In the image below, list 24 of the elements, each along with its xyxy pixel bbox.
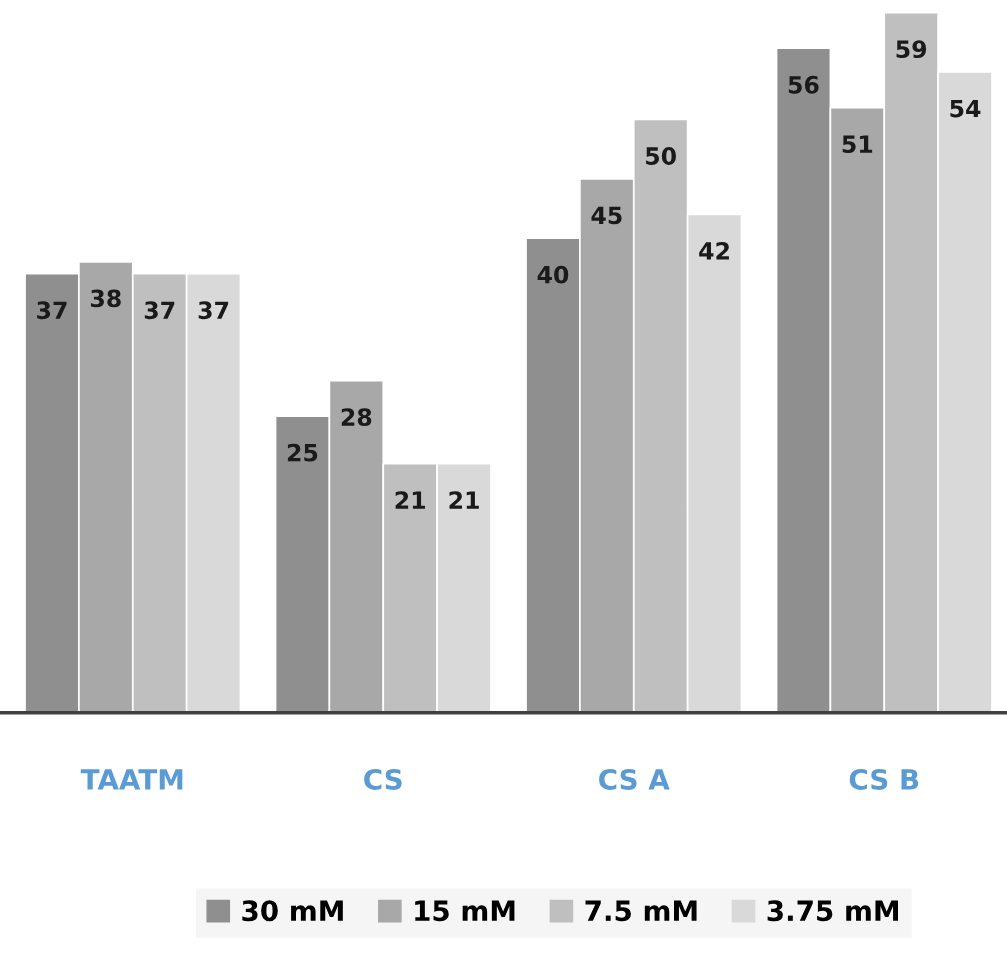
data-label: 56	[788, 75, 819, 94]
x-tick-label: CS	[364, 768, 402, 790]
data-label: 42	[699, 241, 729, 260]
data-label: 37	[37, 301, 67, 320]
legend-label: 7.5 mM	[585, 900, 697, 922]
data-label: 50	[646, 147, 676, 165]
data-label: 37	[198, 301, 229, 320]
x-tick-label: TAATM	[80, 769, 183, 790]
x-tick-label: CS B	[849, 768, 919, 790]
data-label: 45	[591, 206, 622, 225]
data-label: 38	[90, 289, 121, 308]
data-label: 37	[144, 301, 175, 320]
legend-label: 15 mM	[415, 900, 515, 922]
legend-label: 30 mM	[242, 900, 343, 922]
data-label: 40	[537, 265, 569, 284]
data-label: 51	[842, 135, 873, 154]
data-label: 25	[287, 443, 318, 462]
x-tick-label: CS A	[599, 768, 670, 790]
data-label: 59	[896, 40, 927, 59]
data-label: 28	[341, 408, 372, 426]
data-label: 54	[950, 99, 981, 118]
data-label: 21	[449, 491, 479, 509]
legend-label: 3.75 mM	[767, 900, 898, 922]
data-label: 21	[395, 491, 425, 509]
